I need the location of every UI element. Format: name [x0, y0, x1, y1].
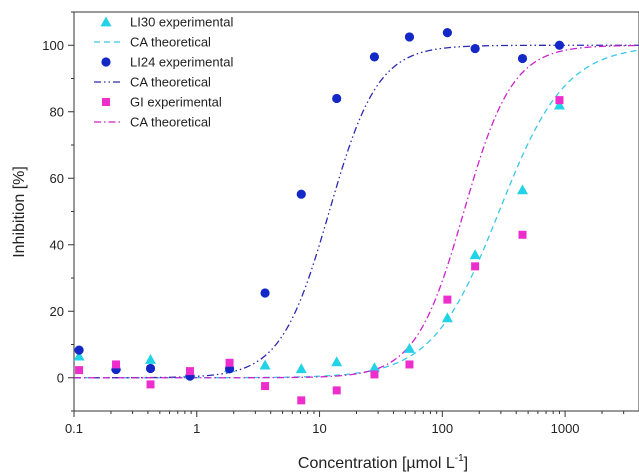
series-0-point — [145, 353, 157, 364]
series-5-curve — [74, 44, 639, 379]
series-0-point — [553, 99, 565, 110]
series-1-curve — [74, 49, 639, 379]
legend-label: CA theoretical — [130, 35, 211, 50]
series-4-point — [518, 230, 527, 239]
series-4-point — [443, 295, 452, 304]
x-axis-title-main: Concentration [µmol L — [298, 455, 455, 472]
legend-marker — [101, 57, 111, 67]
series-4-point — [332, 386, 341, 395]
series-0-point — [259, 359, 271, 370]
series-2-point — [554, 40, 565, 50]
curves-layer — [74, 44, 639, 379]
x-tick-label: 10 — [312, 421, 326, 436]
x-tick-label: 0.1 — [65, 421, 83, 436]
y-tick-label: 0 — [57, 370, 64, 385]
legend: LI30 experimental CA theoretical LI24 expe… — [94, 15, 233, 130]
series-2-point — [404, 32, 415, 42]
y-tick-label: 60 — [50, 171, 64, 186]
series-2-point — [145, 363, 156, 374]
series-0-point — [403, 342, 415, 353]
legend-label: LI24 experimental — [130, 55, 233, 70]
series-2-point — [369, 52, 380, 62]
series-0-point — [331, 356, 343, 367]
series-4-point — [370, 370, 379, 379]
legend-marker — [100, 16, 112, 27]
series-2-point — [260, 288, 270, 298]
series-4-point — [297, 396, 306, 405]
x-tick-label: 100 — [431, 421, 453, 436]
series-0-point — [517, 184, 529, 195]
series-2-point — [332, 93, 342, 104]
legend-label: CA theoretical — [130, 115, 211, 130]
y-tick-label: 20 — [50, 304, 64, 319]
series-4-point — [225, 358, 234, 367]
plot-frame — [73, 11, 639, 412]
series-4-point — [471, 262, 480, 271]
series-4-point — [75, 366, 84, 375]
x-axis-title-suffix: ] — [464, 455, 468, 472]
series-0-point — [441, 312, 453, 323]
series-0-point — [368, 362, 380, 373]
x-tick-label: 1000 — [551, 421, 580, 436]
legend-label: CA theoretical — [130, 75, 211, 90]
series-4-point — [112, 360, 121, 369]
legend-label: GI experimental — [130, 95, 222, 110]
series-2-point — [470, 43, 480, 54]
series-2-point — [74, 345, 84, 355]
y-axis-title: Inhibition [%] — [11, 166, 28, 258]
y-tick-label: 100 — [42, 38, 64, 53]
y-tick-label: 80 — [50, 104, 64, 119]
series-4-point — [146, 380, 155, 389]
series-4-point — [185, 367, 194, 376]
series-3-curve — [74, 44, 639, 379]
series-4-point — [405, 360, 414, 369]
series-0-point — [469, 249, 481, 260]
series-4-point — [261, 382, 270, 391]
x-axis-title-superscript: -1 — [455, 453, 464, 464]
series-0-point — [73, 350, 85, 361]
x-axis-title: Concentration [µmol L-1] — [298, 453, 468, 472]
series-2-point — [517, 53, 528, 64]
series-0-point — [295, 363, 307, 374]
series-2-point — [296, 189, 306, 199]
y-tick-label: 40 — [50, 237, 64, 252]
legend-label: LI30 experimental — [130, 15, 233, 30]
axes-layer: 0.1 1 10 100 1000 0 20 40 60 80 100 — [42, 11, 639, 436]
series-2-point — [442, 28, 452, 38]
x-tick-label: 1 — [193, 421, 200, 436]
points-layer — [73, 28, 565, 405]
legend-marker — [102, 98, 110, 106]
series-4-point — [555, 96, 564, 105]
